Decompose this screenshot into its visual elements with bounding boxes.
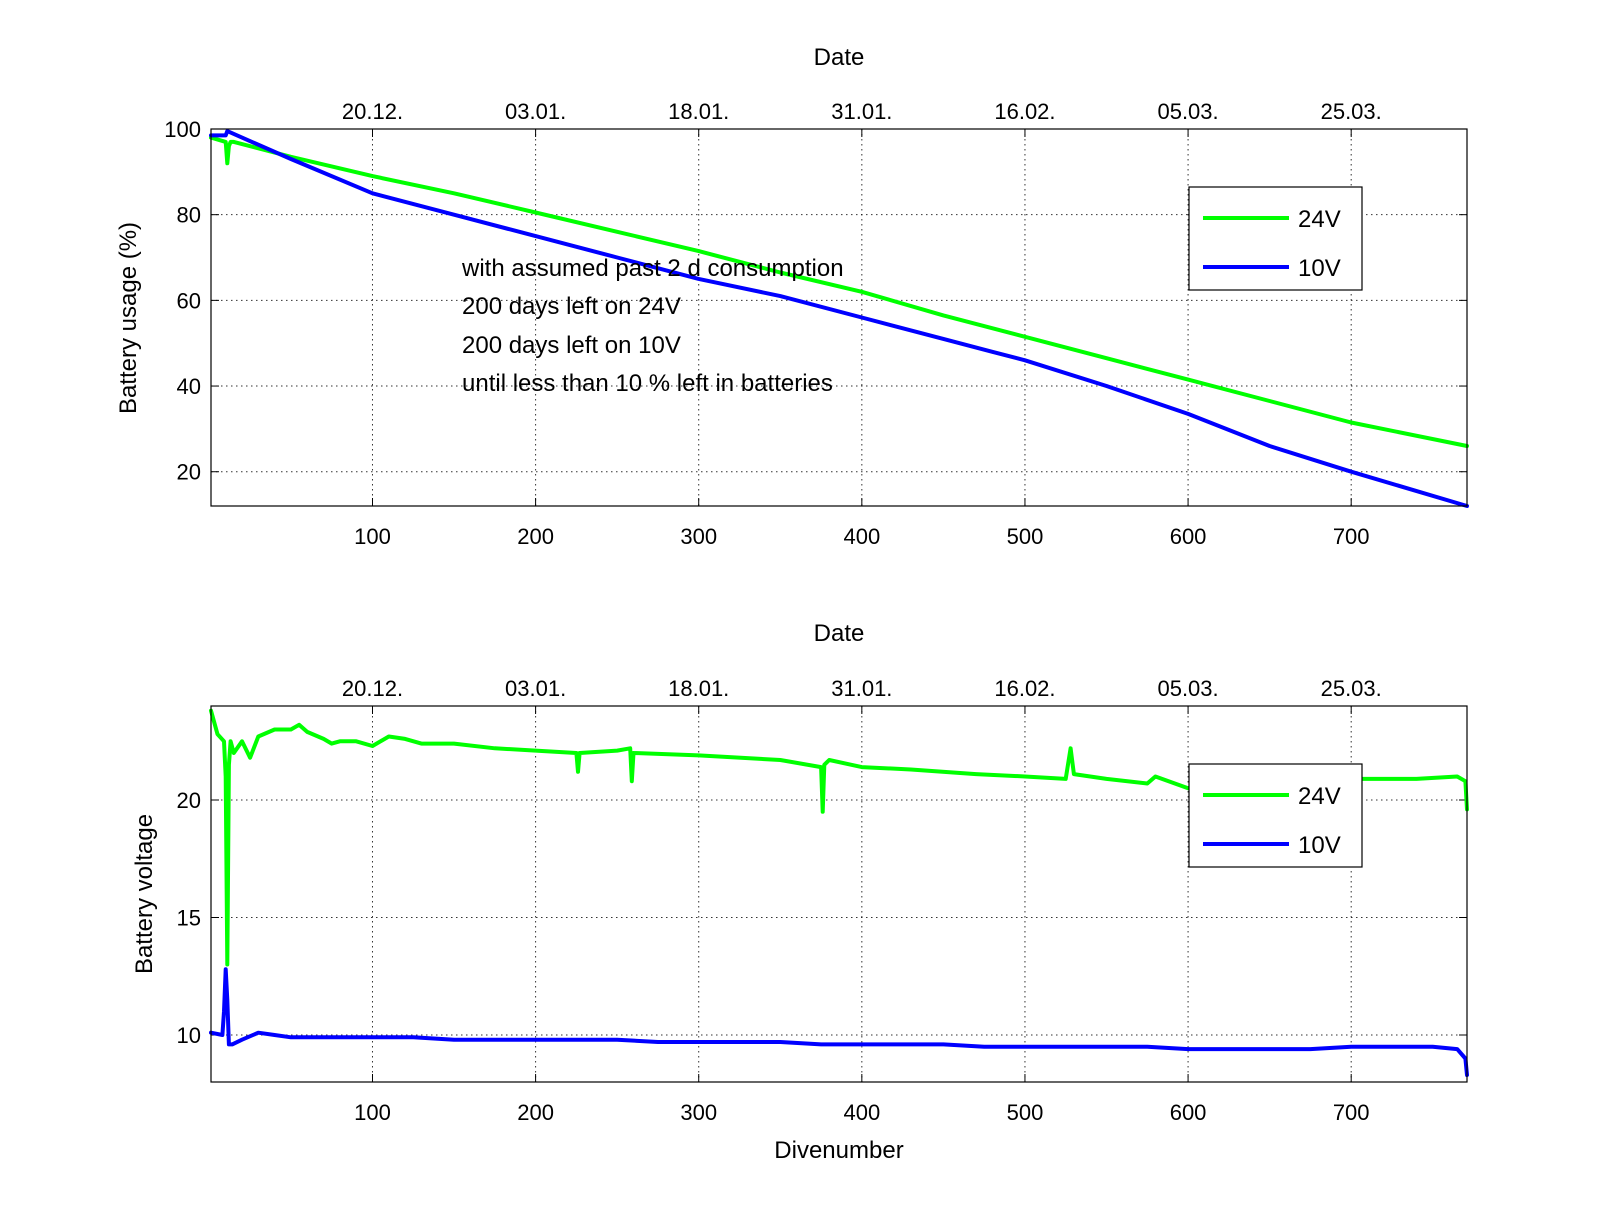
voltage-ytick-label-15: 15 [177,906,201,931]
voltage-x-axis-label: Divenumber [774,1137,903,1164]
voltage-axes-frame [210,705,1468,1083]
annotation-line-2: 200 days left on 24V [462,293,681,320]
annotation-line-4: until less than 10 % left in batteries [462,370,833,397]
voltage-top-tick-label-2: 18.01. [668,676,729,701]
voltage-legend: 24V 10V [1188,763,1363,868]
usage-top-tick-label-4: 16.02. [994,99,1055,124]
voltage-top-tick-label-1: 03.01. [505,676,566,701]
usage-annotation: with assumed past 2 d consumption 200 da… [461,255,844,397]
usage-ytick-label-100: 100 [164,117,201,142]
usage-legend-box [1188,186,1363,291]
voltage-legend-label-10v: 10V [1298,832,1341,859]
usage-top-tick-label-3: 31.01. [831,99,892,124]
usage-xtick-label-400: 400 [843,524,880,549]
usage-series-10v-line [209,129,1469,508]
voltage-legend-box [1188,763,1363,868]
usage-top-axis-title: Date [814,44,865,71]
usage-top-tick-label-2: 18.01. [668,99,729,124]
usage-top-tick-label-0: 20.12. [342,99,403,124]
usage-panel: 100 20.12. 200 03.01. 300 18.01. 400 31.01. 500 1… [115,44,1469,549]
voltage-xtick-label-100: 100 [354,1100,391,1125]
usage-top-tick-label-5: 05.03. [1157,99,1218,124]
voltage-series-24v-line [209,708,1469,967]
usage-top-tick-label-1: 03.01. [505,99,566,124]
voltage-xtick-label-500: 500 [1007,1100,1044,1125]
voltage-series [209,708,1469,1077]
voltage-xtick-label-400: 400 [843,1100,880,1125]
voltage-ytick-label-10: 10 [177,1023,201,1048]
voltage-legend-label-24v: 24V [1298,783,1341,810]
voltage-xtick-label-600: 600 [1170,1100,1207,1125]
usage-series [209,129,1469,508]
usage-ytick-label-40: 40 [177,374,201,399]
usage-legend-label-10v: 10V [1298,255,1341,282]
usage-ticks: 100 20.12. 200 03.01. 300 18.01. 400 31.01. 500 1… [164,99,1467,549]
usage-y-axis-label: Battery usage (%) [115,222,142,414]
usage-ytick-label-80: 80 [177,203,201,228]
voltage-xtick-label-300: 300 [680,1100,717,1125]
usage-series-24v-line [209,135,1469,448]
usage-xtick-label-500: 500 [1007,524,1044,549]
usage-xtick-label-300: 300 [680,524,717,549]
voltage-y-axis-label: Battery voltage [131,814,158,974]
usage-xtick-label-700: 700 [1333,524,1370,549]
usage-ytick-label-20: 20 [177,460,201,485]
voltage-ytick-label-20: 20 [177,788,201,813]
voltage-top-tick-label-6: 25.03. [1321,676,1382,701]
usage-top-tick-label-6: 25.03. [1321,99,1382,124]
voltage-top-tick-label-3: 31.01. [831,676,892,701]
voltage-top-tick-label-4: 16.02. [994,676,1055,701]
usage-xtick-label-600: 600 [1170,524,1207,549]
usage-xtick-label-200: 200 [517,524,554,549]
voltage-panel: 100 20.12. 200 03.01. 300 18.01. 400 31.01. 500 1… [131,620,1469,1164]
voltage-top-tick-label-5: 05.03. [1157,676,1218,701]
voltage-top-tick-label-0: 20.12. [342,676,403,701]
usage-ytick-label-60: 60 [177,288,201,313]
usage-legend-label-24v: 24V [1298,206,1341,233]
voltage-ticks: 100 20.12. 200 03.01. 300 18.01. 400 31.01. 500 1… [177,676,1467,1125]
voltage-series-10v-line [209,967,1469,1077]
usage-axes-frame [210,128,1468,507]
voltage-xtick-label-200: 200 [517,1100,554,1125]
usage-xtick-label-100: 100 [354,524,391,549]
annotation-line-3: 200 days left on 10V [462,332,681,359]
voltage-top-axis-title: Date [814,620,865,647]
annotation-line-1: with assumed past 2 d consumption [461,255,844,282]
usage-legend: 24V 10V [1188,186,1363,291]
voltage-xtick-label-700: 700 [1333,1100,1370,1125]
